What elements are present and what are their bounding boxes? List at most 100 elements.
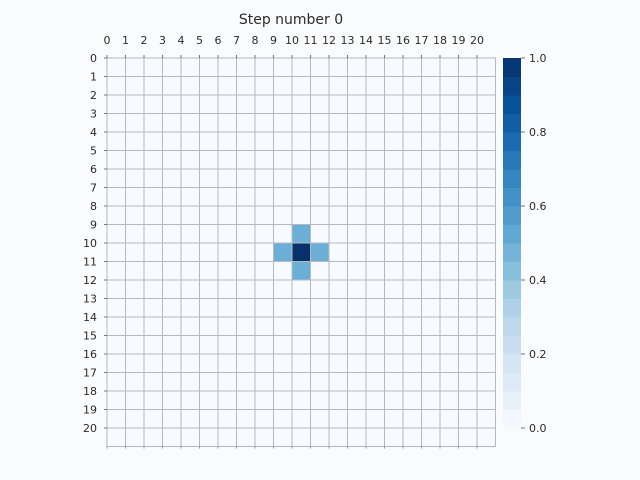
heatmap-cells bbox=[106, 57, 496, 447]
heatmap-cell-r3-c12 bbox=[328, 113, 348, 133]
heatmap-cell-r10-c7 bbox=[236, 242, 256, 262]
heatmap-cell-r18-c14 bbox=[365, 390, 385, 410]
heatmap-cell-r2-c6 bbox=[217, 94, 237, 114]
heatmap-cell-r2-c3 bbox=[162, 94, 182, 114]
heatmap-cell-r15-c8 bbox=[254, 335, 274, 355]
heatmap-cell-r0-c0 bbox=[106, 57, 126, 77]
heatmap-cell-r9-c5 bbox=[199, 224, 219, 244]
heatmap-cell-r14-c2 bbox=[143, 316, 163, 336]
heatmap-cell-r18-c10 bbox=[291, 390, 311, 410]
colorbar-segment bbox=[503, 206, 521, 225]
heatmap-cell-r14-c16 bbox=[402, 316, 422, 336]
heatmap-cell-r19-c15 bbox=[384, 409, 404, 429]
heatmap-cell-r2-c14 bbox=[365, 94, 385, 114]
heatmap-cell-r16-c14 bbox=[365, 353, 385, 373]
heatmap-cell-r2-c1 bbox=[125, 94, 145, 114]
heatmap-cell-r5-c6 bbox=[217, 150, 237, 170]
heatmap-cell-r16-c15 bbox=[384, 353, 404, 373]
colorbar-tick-label: 0.4 bbox=[529, 274, 547, 287]
heatmap-cell-r7-c19 bbox=[458, 187, 478, 207]
heatmap-cell-r6-c2 bbox=[143, 168, 163, 188]
heatmap-cell-r17-c12 bbox=[328, 372, 348, 392]
heatmap-cell-r15-c18 bbox=[439, 335, 459, 355]
heatmap-cell-r20-c19 bbox=[458, 427, 478, 447]
heatmap-cell-r19-c17 bbox=[421, 409, 441, 429]
heatmap-cell-r4-c8 bbox=[254, 131, 274, 151]
x-tick-label: 10 bbox=[285, 34, 299, 47]
heatmap-cell-r18-c19 bbox=[458, 390, 478, 410]
heatmap-cell-r12-c4 bbox=[180, 279, 200, 299]
heatmap-cell-r17-c14 bbox=[365, 372, 385, 392]
heatmap-cell-r7-c7 bbox=[236, 187, 256, 207]
heatmap-cell-r17-c9 bbox=[273, 372, 293, 392]
heatmap-cell-r12-c19 bbox=[458, 279, 478, 299]
x-tick-label: 20 bbox=[470, 34, 484, 47]
heatmap-cell-r4-c0 bbox=[106, 131, 126, 151]
y-tick-label: 12 bbox=[83, 274, 97, 287]
heatmap-cell-r9-c15 bbox=[384, 224, 404, 244]
heatmap-cell-r3-c1 bbox=[125, 113, 145, 133]
heatmap-cell-r6-c4 bbox=[180, 168, 200, 188]
heatmap-cell-r7-c3 bbox=[162, 187, 182, 207]
heatmap-cell-r0-c8 bbox=[254, 57, 274, 77]
heatmap-cell-r14-c3 bbox=[162, 316, 182, 336]
y-tick-label: 7 bbox=[90, 182, 97, 195]
heatmap-cell-r9-c8 bbox=[254, 224, 274, 244]
colorbar-segment bbox=[503, 261, 521, 281]
heatmap-cell-r8-c5 bbox=[199, 205, 219, 225]
heatmap-cell-r13-c8 bbox=[254, 298, 274, 318]
heatmap-cell-r17-c1 bbox=[125, 372, 145, 392]
heatmap-cell-r13-c2 bbox=[143, 298, 163, 318]
heatmap-cell-r3-c16 bbox=[402, 113, 422, 133]
heatmap-cell-r8-c20 bbox=[476, 205, 496, 225]
heatmap-cell-r19-c9 bbox=[273, 409, 293, 429]
heatmap-cell-r11-c13 bbox=[347, 261, 367, 281]
heatmap-cell-r13-c17 bbox=[421, 298, 441, 318]
heatmap-cell-r9-c19 bbox=[458, 224, 478, 244]
heatmap-cell-r16-c16 bbox=[402, 353, 422, 373]
colorbar-tick-label: 0.0 bbox=[529, 422, 547, 435]
heatmap-cell-r20-c4 bbox=[180, 427, 200, 447]
heatmap-cell-r20-c8 bbox=[254, 427, 274, 447]
heatmap-cell-r2-c10 bbox=[291, 94, 311, 114]
heatmap-cell-r14-c7 bbox=[236, 316, 256, 336]
heatmap-cell-r12-c17 bbox=[421, 279, 441, 299]
heatmap-cell-r2-c13 bbox=[347, 94, 367, 114]
heatmap-cell-r2-c16 bbox=[402, 94, 422, 114]
heatmap-cell-r15-c4 bbox=[180, 335, 200, 355]
heatmap-cell-r7-c20 bbox=[476, 187, 496, 207]
heatmap-cell-r6-c12 bbox=[328, 168, 348, 188]
heatmap-cell-r20-c18 bbox=[439, 427, 459, 447]
heatmap-cell-r16-c18 bbox=[439, 353, 459, 373]
heatmap-cell-r4-c7 bbox=[236, 131, 256, 151]
heatmap-cell-r19-c3 bbox=[162, 409, 182, 429]
heatmap-cell-r6-c5 bbox=[199, 168, 219, 188]
heatmap-cell-r15-c16 bbox=[402, 335, 422, 355]
x-tick-label: 7 bbox=[233, 34, 240, 47]
heatmap-cell-r9-c20 bbox=[476, 224, 496, 244]
heatmap-cell-r18-c7 bbox=[236, 390, 256, 410]
heatmap-cell-r10-c14 bbox=[365, 242, 385, 262]
heatmap-cell-r10-c4 bbox=[180, 242, 200, 262]
colorbar-segment bbox=[503, 132, 521, 151]
y-tick-label: 14 bbox=[83, 311, 97, 324]
heatmap-cell-r8-c19 bbox=[458, 205, 478, 225]
heatmap-cell-r18-c3 bbox=[162, 390, 182, 410]
heatmap-cell-r15-c17 bbox=[421, 335, 441, 355]
heatmap-cell-r15-c7 bbox=[236, 335, 256, 355]
chart-title: Step number 0 bbox=[239, 12, 343, 28]
heatmap-cell-r11-c12 bbox=[328, 261, 348, 281]
heatmap-cell-r8-c11 bbox=[310, 205, 330, 225]
heatmap-cell-r1-c14 bbox=[365, 76, 385, 96]
heatmap-cell-r13-c14 bbox=[365, 298, 385, 318]
heatmap-cell-r20-c0 bbox=[106, 427, 126, 447]
heatmap-cell-r8-c13 bbox=[347, 205, 367, 225]
heatmap-cell-r12-c18 bbox=[439, 279, 459, 299]
x-tick-label: 5 bbox=[196, 34, 203, 47]
heatmap-cell-r12-c15 bbox=[384, 279, 404, 299]
heatmap-cell-r13-c12 bbox=[328, 298, 348, 318]
heatmap-cell-r5-c19 bbox=[458, 150, 478, 170]
heatmap-cell-r16-c6 bbox=[217, 353, 237, 373]
heatmap-cell-r16-c9 bbox=[273, 353, 293, 373]
heatmap-cell-r0-c9 bbox=[273, 57, 293, 77]
